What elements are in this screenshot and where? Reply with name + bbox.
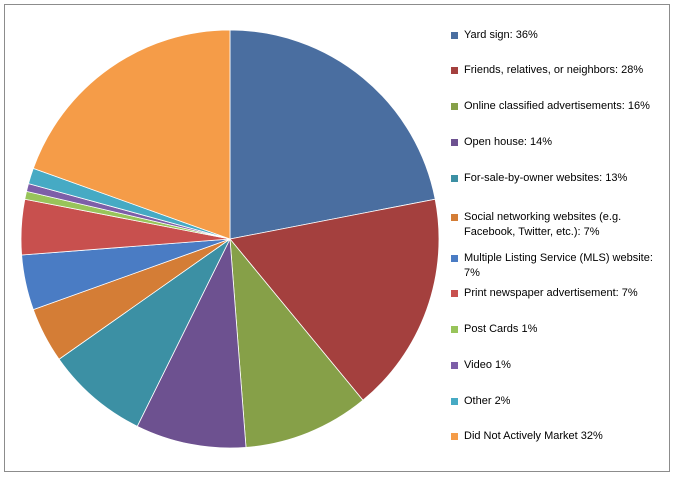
legend-label: Multiple Listing Service (MLS) website: … bbox=[464, 252, 653, 279]
legend-label: Other 2% bbox=[464, 395, 511, 407]
legend-item: Post Cards 1% bbox=[451, 322, 661, 337]
legend-swatch bbox=[451, 32, 458, 39]
legend-swatch bbox=[451, 175, 458, 182]
legend-label: Did Not Actively Market 32% bbox=[464, 430, 603, 442]
pie-slice-for-sale-by-owner-websites bbox=[58, 238, 231, 427]
legend-swatch bbox=[451, 103, 458, 110]
legend-item: Multiple Listing Service (MLS) website: … bbox=[451, 251, 661, 281]
legend-label: For-sale-by-owner websites: 13% bbox=[464, 172, 628, 184]
legend-item: Yard sign: 36% bbox=[451, 28, 661, 43]
pie-slice-open-house bbox=[136, 237, 247, 449]
legend-label: Post Cards 1% bbox=[464, 323, 538, 335]
legend-item: Friends, relatives, or neighbors: 28% bbox=[451, 63, 661, 78]
legend-swatch bbox=[451, 214, 458, 221]
legend-label: Yard sign: 36% bbox=[464, 29, 538, 41]
legend-label: Friends, relatives, or neighbors: 28% bbox=[464, 64, 644, 76]
legend-item: Did Not Actively Market 32% bbox=[451, 429, 661, 444]
legend-item: Open house: 14% bbox=[451, 135, 661, 150]
legend-label: Video 1% bbox=[464, 359, 511, 371]
legend-swatch bbox=[451, 67, 458, 74]
pie-slice-yard-sign bbox=[229, 29, 436, 240]
legend-swatch bbox=[451, 255, 458, 262]
legend-item: Online classified advertisements: 16% bbox=[451, 99, 661, 114]
legend-item: Video 1% bbox=[451, 358, 661, 373]
legend-label: Social networking websites (e.g. Faceboo… bbox=[464, 211, 622, 238]
legend-swatch bbox=[451, 290, 458, 297]
legend-swatch bbox=[451, 398, 458, 405]
legend-item: For-sale-by-owner websites: 13% bbox=[451, 171, 661, 186]
legend-label: Open house: 14% bbox=[464, 136, 553, 148]
legend-swatch bbox=[451, 139, 458, 146]
legend-swatch bbox=[451, 362, 458, 369]
legend-item: Print newspaper advertisement: 7% bbox=[451, 286, 661, 301]
pie-slice-did-not-actively-market bbox=[32, 29, 231, 240]
legend-label: Online classified advertisements: 16% bbox=[464, 100, 650, 112]
pie-slice-friends-relatives-or-neighbors bbox=[229, 198, 440, 401]
legend-item: Other 2% bbox=[451, 394, 661, 409]
legend-swatch bbox=[451, 433, 458, 440]
legend-swatch bbox=[451, 326, 458, 333]
pie-slice-online-classified-advertisements bbox=[229, 237, 364, 448]
legend-item: Social networking websites (e.g. Faceboo… bbox=[451, 210, 661, 240]
legend-label: Print newspaper advertisement: 7% bbox=[464, 287, 638, 299]
